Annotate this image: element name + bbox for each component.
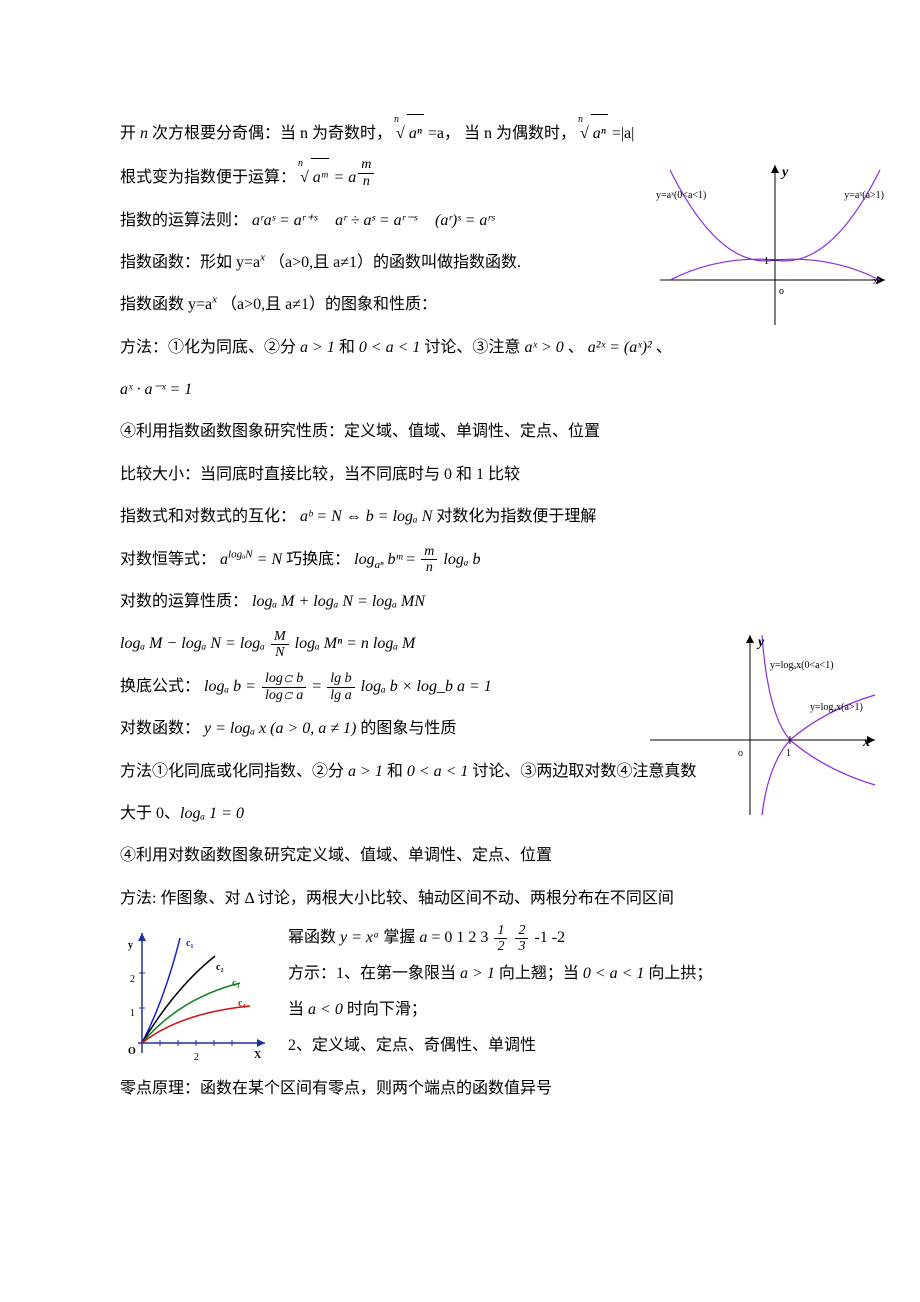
text: 、	[568, 339, 584, 356]
y-label: y	[128, 934, 133, 958]
power-graph: c₁ c₂ c₃ c₄ O X y 2 1 2	[120, 928, 270, 1058]
formula: logₐ M + logₐ N = logₐ MN	[252, 593, 425, 610]
tick-1: 1	[786, 742, 791, 766]
text: 指数的运算法则：	[120, 212, 248, 229]
line-zero-point: 零点原理：函数在某个区间有零点，则两个端点的函数值异号	[120, 1070, 800, 1108]
line-log-graph-props: ④利用对数函数图象研究定义域、值域、单调性、定点、位置	[120, 837, 800, 875]
text: （a>0,且 a≠1）的函数叫做指数函数.	[265, 254, 521, 271]
c1-label: c₁	[186, 932, 193, 956]
text: 对数化为指数便于理解	[436, 508, 596, 525]
text: = 0 1 2 3	[427, 929, 492, 946]
nth-root: naᵐ	[300, 158, 329, 197]
var-n: n	[140, 125, 148, 142]
formula: y = logₐ x (a > 0, a ≠ 1)	[204, 720, 356, 737]
ytick-2: 2	[130, 968, 135, 992]
line-log-identity: 对数恒等式： alogₐN = N 巧换底： logaⁿ bᵐ = mn log…	[120, 541, 800, 579]
text: 和	[335, 339, 359, 356]
text: 指数函数 y=a	[120, 296, 212, 313]
y-axis-label: y	[758, 626, 764, 660]
y-axis-label: y	[782, 156, 788, 190]
text: （a>0,且 a≠1）的图象和性质：	[217, 296, 437, 313]
text: 次方根要分奇偶：当 n 为奇数时，	[148, 125, 392, 142]
line-delta-method: 方法: 作图象、对 Δ 讨论，两根大小比较、轴动区间不动、两根分布在不同区间	[120, 880, 800, 918]
xtick-2: 2	[194, 1046, 199, 1070]
text: 换底公式：	[120, 678, 200, 695]
text: 指数式和对数式的互化：	[120, 508, 296, 525]
text: 方法：①化为同底、②分	[120, 339, 300, 356]
text: 方示：1、在第一象限当	[288, 965, 460, 982]
text: 方法①化同底或化同指数、②分	[120, 763, 348, 780]
text: 对数函数：	[120, 720, 200, 737]
text: 根式变为指数便于运算：	[120, 169, 296, 186]
line-exp-log-equiv: 指数式和对数式的互化： aᵇ = N ⇔ b = logₐ N 对数化为指数便于…	[120, 498, 800, 536]
power-graph-svg	[120, 928, 270, 1058]
line-ax-inv: aˣ · a⁻ˣ = 1	[120, 371, 800, 409]
power-function-block: c₁ c₂ c₃ c₄ O X y 2 1 2 幂函数 y = xᵃ 掌握 a …	[120, 922, 800, 1066]
origin-label: o	[779, 280, 784, 304]
text: 开	[120, 125, 140, 142]
line-exp-graph-props: ④利用指数函数图象研究性质：定义域、值域、单调性、定点、位置	[120, 413, 800, 451]
text: 时向下滑；	[343, 1001, 427, 1018]
text: =a， 当 n 为偶数时，	[428, 125, 576, 142]
text: 掌握	[379, 929, 419, 946]
exponential-graph: x y y=aˣ(0<a<1) y=aˣ(a>1) o 1	[660, 160, 890, 330]
log-label-top: y=logₐx(0<a<1)	[770, 654, 834, 678]
text: 向上翘；当	[495, 965, 583, 982]
text: =|a|	[612, 125, 635, 142]
log-graph-svg	[650, 630, 880, 820]
nth-root: naⁿ	[580, 114, 608, 153]
text: 巧换底：	[286, 551, 350, 568]
origin-label: O	[128, 1040, 136, 1064]
nth-root: naⁿ	[396, 114, 424, 153]
line-nth-root: 开 n 次方根要分奇偶：当 n 为奇数时， naⁿ =a， 当 n 为偶数时， …	[120, 114, 800, 153]
ytick-1: 1	[130, 1002, 135, 1026]
x-axis-label: x	[873, 270, 878, 294]
exp-label-right: y=aˣ(a>1)	[844, 184, 884, 208]
text: 向上拱；	[644, 965, 712, 982]
text: 和	[383, 763, 407, 780]
x-label: X	[254, 1044, 261, 1068]
text: 当	[288, 1001, 308, 1018]
line-method-1: 方法：①化为同底、②分 a > 1 和 0 < a < 1 讨论、③注意 aˣ …	[120, 329, 800, 367]
document-page: x y y=aˣ(0<a<1) y=aˣ(a>1) o 1 x y y=logₐ…	[0, 0, 920, 1173]
text: 大于 0、	[120, 805, 180, 822]
line-log-add: 对数的运算性质： logₐ M + logₐ N = logₐ MN	[120, 583, 800, 621]
rule-1: aʳaˢ = aʳ⁺ˢ	[252, 212, 317, 229]
formula: aᵇ = N ⇔ b = logₐ N	[300, 508, 432, 525]
exp-label-left: y=aˣ(0<a<1)	[656, 184, 706, 208]
rule-2: aʳ ÷ aˢ = aʳ⁻ˢ	[335, 212, 417, 229]
text: 、	[656, 339, 672, 356]
text: 讨论、③注意	[420, 339, 524, 356]
text: 的图象与性质	[360, 720, 456, 737]
text: 对数恒等式：	[120, 551, 216, 568]
logarithm-graph: x y y=logₐx(0<a<1) y=logₐx(a>1) o 1	[650, 630, 880, 820]
rule-3: (aʳ)ˢ = aʳˢ	[435, 212, 494, 229]
c4-label: c₄	[238, 992, 245, 1016]
c2-label: c₂	[216, 956, 223, 980]
text: 指数函数：形如 y=a	[120, 254, 260, 271]
tick-1: 1	[764, 250, 769, 274]
text: 对数的运算性质：	[120, 593, 248, 610]
line-compare: 比较大小：当同底时直接比较，当不同底时与 0 和 1 比较	[120, 456, 800, 494]
x-axis-label: x	[863, 726, 870, 760]
origin-label: o	[738, 742, 743, 766]
log-label-bottom: y=logₐx(a>1)	[810, 696, 863, 720]
text: 幂函数	[288, 929, 340, 946]
text: -1 -2	[534, 929, 565, 946]
